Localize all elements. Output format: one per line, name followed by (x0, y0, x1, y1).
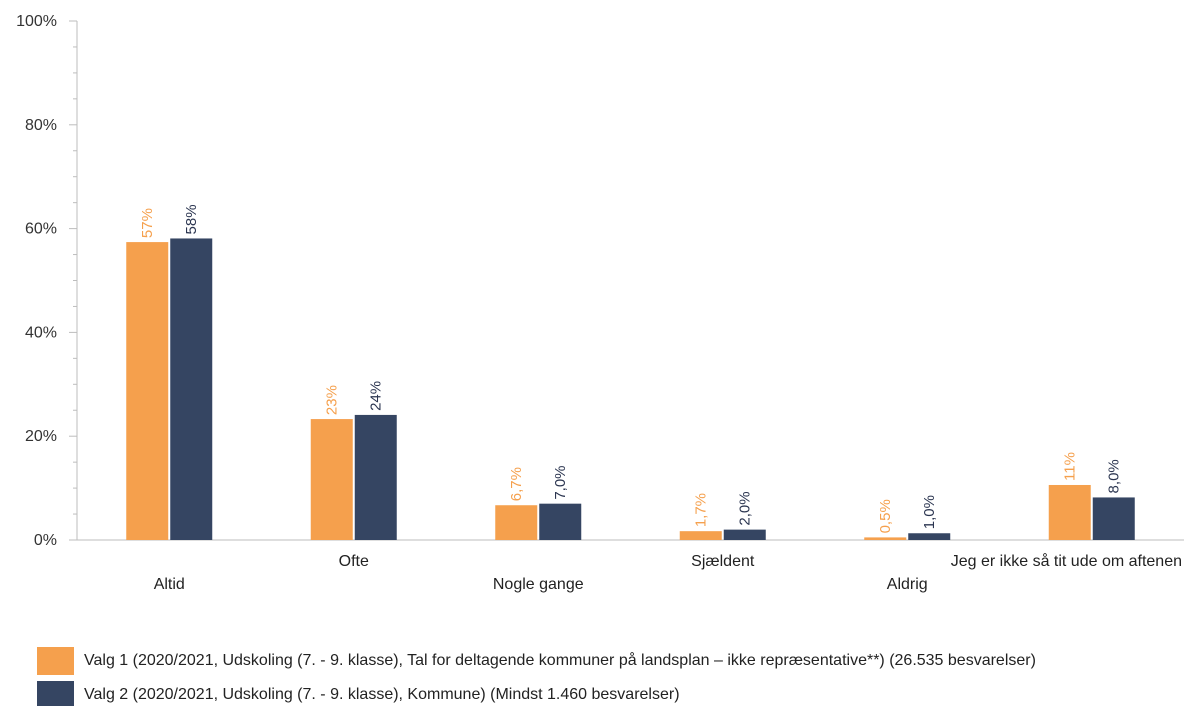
data-label-series-2: 24% (368, 381, 385, 411)
data-label-series-1: 0,5% (877, 499, 894, 533)
bar-series-2 (1092, 497, 1135, 540)
x-category-label: Aldrig (887, 576, 928, 593)
bar-series-2 (170, 238, 213, 540)
data-label-series-2: 2,0% (737, 491, 754, 525)
data-label-series-1: 23% (324, 385, 341, 415)
x-category-label: Jeg er ikke så tit ude om aftenen (951, 552, 1182, 570)
bar-series-2 (723, 529, 766, 540)
legend-label-series-1: Valg 1 (2020/2021, Udskoling (7. - 9. kl… (84, 652, 1036, 669)
legend-item-series-2: Valg 2 (2020/2021, Udskoling (7. - 9. kl… (37, 681, 1184, 706)
bar-series-1 (126, 242, 169, 540)
bar-series-1 (1048, 484, 1091, 540)
data-label-series-1: 1,7% (693, 493, 710, 527)
y-tick-label: 80% (25, 117, 57, 134)
bar-series-1 (495, 505, 538, 540)
y-tick-label: 0% (34, 532, 57, 549)
bar-series-2 (539, 503, 582, 540)
data-label-series-2: 8,0% (1106, 459, 1123, 493)
bar-series-1 (864, 537, 907, 540)
data-label-series-2: 58% (183, 204, 200, 234)
bar-series-1 (310, 419, 353, 540)
legend-item-series-1: Valg 1 (2020/2021, Udskoling (7. - 9. kl… (37, 647, 1184, 675)
y-tick-label: 40% (25, 324, 57, 341)
x-category-label: Sjældent (691, 553, 755, 570)
bar-series-2 (908, 533, 951, 540)
data-label-series-2: 1,0% (921, 495, 938, 529)
bar-series-2 (354, 414, 397, 540)
y-tick-label: 100% (16, 13, 57, 30)
x-category-label: Nogle gange (493, 576, 584, 593)
data-label-series-1: 6,7% (508, 467, 525, 501)
bar-series-1 (679, 531, 722, 540)
x-category-label: Altid (154, 576, 185, 593)
x-category-label: Ofte (339, 553, 369, 570)
legend-swatch-series-1 (37, 647, 74, 675)
y-tick-label: 60% (25, 221, 57, 238)
legend-label-series-2: Valg 2 (2020/2021, Udskoling (7. - 9. kl… (84, 686, 680, 703)
data-label-series-1: 11% (1062, 452, 1079, 481)
data-label-series-1: 57% (139, 208, 156, 238)
y-tick-label: 20% (25, 428, 57, 445)
data-label-series-2: 7,0% (552, 465, 569, 499)
legend-swatch-series-2 (37, 681, 74, 706)
